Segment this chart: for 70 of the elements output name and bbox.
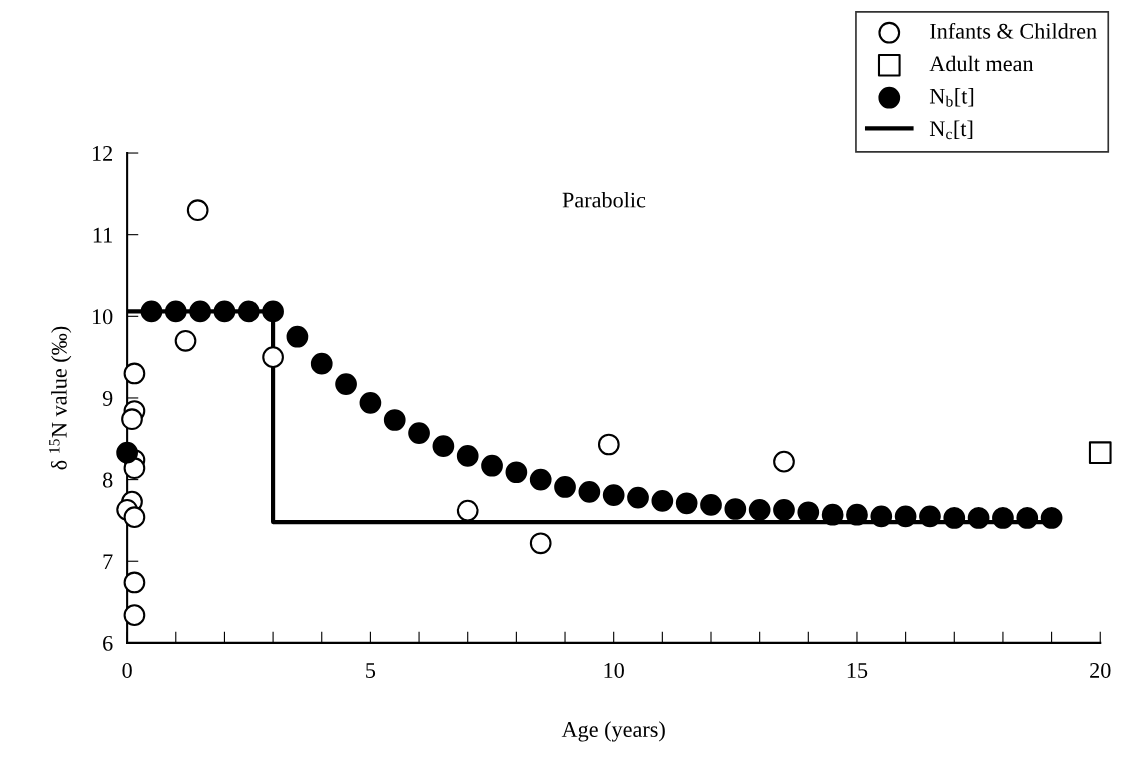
point: [123, 571, 146, 594]
point: [894, 505, 917, 528]
point: [164, 300, 187, 323]
legend-label: N$_{c}$[t]: [929, 120, 973, 140]
point: [140, 300, 163, 323]
point: [121, 408, 143, 431]
point: [821, 503, 844, 526]
point: [919, 505, 941, 528]
point: [578, 480, 601, 503]
x-tick-label: 15: [847, 663, 868, 678]
point: [773, 498, 795, 521]
point: [481, 454, 503, 477]
point: [359, 391, 382, 414]
point: [846, 503, 868, 526]
y-tick-label: 10: [92, 309, 113, 325]
point: [724, 498, 747, 520]
point: [335, 373, 357, 395]
point: [597, 433, 620, 456]
point: [286, 325, 309, 348]
point: [189, 300, 211, 323]
point: [408, 422, 430, 444]
y-tick-label: 6: [103, 635, 113, 651]
y-tick-label: 9: [102, 390, 113, 406]
y-tick-label: 11: [93, 227, 112, 243]
point: [123, 604, 146, 626]
point: [967, 507, 990, 529]
point: [748, 498, 771, 521]
point: [123, 506, 146, 529]
x-tick-label: 20: [1090, 662, 1111, 678]
y-axis-title: δ $^{15}$N value (‰): [49, 326, 72, 470]
point: [174, 329, 197, 352]
point: [529, 532, 552, 555]
legend-label: N$_{b}$[t]: [929, 88, 974, 107]
point: [237, 300, 260, 323]
point: [1088, 441, 1112, 464]
point: [262, 300, 284, 323]
point: [943, 507, 966, 529]
y-tick-label: 12: [92, 146, 113, 161]
point: [383, 409, 406, 431]
point: [456, 499, 479, 522]
point: [116, 441, 138, 464]
annotation: Parabolic: [562, 191, 646, 208]
point: [123, 362, 146, 385]
legend-label: Adult mean: [929, 55, 1034, 72]
point: [651, 489, 674, 512]
point: [1040, 507, 1063, 529]
point: [675, 492, 698, 515]
point: [773, 450, 795, 473]
y-tick-label: 8: [102, 472, 113, 488]
point: [992, 507, 1014, 529]
point: [456, 445, 479, 467]
x-tick-label: 5: [366, 663, 376, 678]
point: [627, 486, 649, 509]
point: [432, 435, 455, 457]
point: [700, 494, 722, 516]
point: [529, 468, 552, 491]
x-axis-title: Age (years): [561, 721, 665, 742]
y-tick-label: 7: [103, 554, 113, 569]
x-tick-label: 0: [122, 662, 132, 678]
point: [554, 476, 576, 498]
point: [310, 352, 333, 375]
point: [262, 346, 284, 368]
point: [602, 484, 625, 506]
point: [870, 505, 893, 528]
x-tick-label: 10: [604, 662, 624, 678]
point: [186, 199, 209, 222]
point: [505, 461, 528, 484]
point: [1016, 507, 1039, 529]
point: [213, 300, 236, 323]
legend-label: Infants & Children: [930, 22, 1097, 39]
